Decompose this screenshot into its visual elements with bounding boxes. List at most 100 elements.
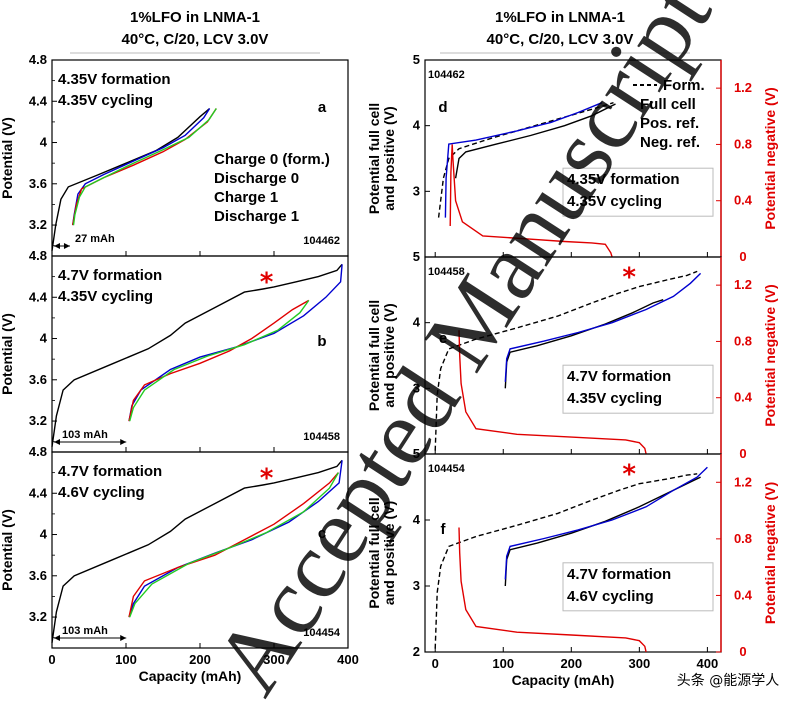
y2-tick-label: 1.2 xyxy=(734,474,752,489)
y-tick-label: 4 xyxy=(413,315,421,330)
panel-letter: f xyxy=(441,521,447,538)
y-tick-label: 4.8 xyxy=(29,248,47,263)
annotation-line2: 4.6V cycling xyxy=(567,588,654,605)
legend-entry: Discharge 1 xyxy=(214,208,299,225)
annotation-line2: 4.35V cycling xyxy=(567,390,662,407)
y-axis-label: Potential (V) xyxy=(0,313,15,395)
y-axis-label-line2: and positive (V) xyxy=(381,106,397,210)
annotation-line1: 4.7V formation xyxy=(58,463,162,480)
y-tick-label: 5 xyxy=(413,249,420,264)
series-line-discharge-1 xyxy=(72,108,217,226)
annotation-line1: 4.7V formation xyxy=(567,566,671,583)
cell-id: 104462 xyxy=(428,69,465,81)
series-line-discharge-1 xyxy=(129,299,310,422)
y-tick-label: 5 xyxy=(413,446,420,461)
y-tick-label: 4.8 xyxy=(29,52,47,67)
star-marker: * xyxy=(260,268,274,298)
right-title-line2: 40°C, C/20, LCV 3.0V xyxy=(487,31,634,48)
annotation-line1: 4.7V formation xyxy=(58,267,162,284)
y-tick-label: 3 xyxy=(413,183,420,198)
star-marker: * xyxy=(260,464,274,494)
cell-id: 104454 xyxy=(428,463,466,475)
offset-arrowhead-left xyxy=(54,635,60,641)
x-tick-label: 0 xyxy=(432,656,439,671)
annotation-line1: 4.7V formation xyxy=(567,368,671,385)
panels-layer: 3.2 3.6 4 4.4 4.8 Potential (V) a 104462 4.35V f… xyxy=(0,52,778,688)
y2-tick-label: 0 xyxy=(739,644,746,659)
y-tick-label: 2 xyxy=(413,644,420,659)
y2-tick-label: 0.8 xyxy=(734,136,752,151)
x-tick-label: 100 xyxy=(492,656,514,671)
y-axis-label-line2: and positive (V) xyxy=(381,303,397,407)
y2-tick-label: 0.8 xyxy=(734,531,752,546)
legend-entry: Pos. ref. xyxy=(640,115,699,132)
y2-tick-label: 0 xyxy=(739,249,746,264)
y-tick-label: 4.4 xyxy=(29,93,48,108)
y-axis-label: Potential (V) xyxy=(0,509,15,591)
cell-id: 104458 xyxy=(428,266,465,278)
offset-arrowhead-left xyxy=(54,439,60,445)
panel-letter: a xyxy=(318,99,327,116)
offset-label: 103 mAh xyxy=(62,429,108,441)
panel-e: 3 4 5 0 0.4 0.8 1.2 Potential negative (V) Poten… xyxy=(366,249,778,461)
panel-c: 3.2 3.6 4 4.4 4.8 Potential (V) 0 100 200 300 400 C… xyxy=(0,444,359,684)
y2-tick-label: 0 xyxy=(739,446,746,461)
annotation-line1: 4.35V formation xyxy=(58,71,171,88)
y-tick-label: 3.6 xyxy=(29,372,47,387)
series-line-charge-0-form- xyxy=(51,459,343,643)
y-tick-label: 4 xyxy=(40,331,48,346)
y-tick-label: 5 xyxy=(413,52,420,67)
x-tick-label: 100 xyxy=(115,652,137,667)
y-tick-label: 3.2 xyxy=(29,609,47,624)
x-tick-label: 0 xyxy=(48,652,55,667)
series-line-pos-ref- xyxy=(444,102,603,218)
series-line-neg-ref- xyxy=(458,330,647,455)
y-axis-label-line1: Potential full cell xyxy=(366,103,382,214)
y-tick-label: 4.4 xyxy=(29,485,48,500)
panel-letter: c xyxy=(318,525,326,542)
y2-tick-label: 0.8 xyxy=(734,333,752,348)
x-tick-label: 400 xyxy=(697,656,719,671)
x-tick-label: 200 xyxy=(560,656,582,671)
y-axis-label: Potential (V) xyxy=(0,117,15,199)
cell-id: 104454 xyxy=(303,627,341,639)
legend-entry: Discharge 0 xyxy=(214,170,299,187)
series-line-form- xyxy=(434,270,698,451)
offset-label: 27 mAh xyxy=(75,233,115,245)
offset-arrowhead-left xyxy=(54,243,60,249)
y-tick-label: 3 xyxy=(413,578,420,593)
right-title-line1: 1%LFO in LNMA-1 xyxy=(495,9,625,26)
annotation-line1: 4.35V formation xyxy=(567,171,680,188)
y-tick-label: 4 xyxy=(40,527,48,542)
series-line-charge-0-form- xyxy=(51,107,211,251)
y-tick-label: 3 xyxy=(413,380,420,395)
panel-letter: b xyxy=(317,333,326,350)
annotation-box xyxy=(562,167,714,217)
y2-tick-label: 1.2 xyxy=(734,277,752,292)
x-axis-label: Capacity (mAh) xyxy=(512,672,615,688)
y2-axis-label: Potential negative (V) xyxy=(762,87,778,229)
series-line-pos-ref- xyxy=(504,466,708,580)
y2-tick-label: 1.2 xyxy=(734,80,752,95)
y-tick-label: 4 xyxy=(413,118,421,133)
legend-entry: Form. xyxy=(663,77,705,94)
annotation-box xyxy=(562,364,714,414)
series-line-charge-0-form- xyxy=(51,263,343,447)
y-axis-label-line2: and positive (V) xyxy=(381,501,397,605)
legend-entry: Neg. ref. xyxy=(640,134,700,151)
y2-axis-label: Potential negative (V) xyxy=(762,482,778,624)
annotation-box xyxy=(562,562,714,612)
panel-a: 3.2 3.6 4 4.4 4.8 Potential (V) a 104462 4.35V f… xyxy=(0,52,349,257)
series-line-full-cell xyxy=(504,299,664,389)
x-axis-label: Capacity (mAh) xyxy=(139,668,242,684)
y2-tick-label: 0.4 xyxy=(734,390,753,405)
y-tick-label: 4.4 xyxy=(29,289,48,304)
annotation-line2: 4.35V cycling xyxy=(58,92,153,109)
cell-id: 104458 xyxy=(303,431,340,443)
series-line-form- xyxy=(434,473,698,649)
legend-entry: Charge 0 (form.) xyxy=(214,151,330,168)
y-axis-label-line1: Potential full cell xyxy=(366,300,382,411)
y-tick-label: 3.6 xyxy=(29,176,47,191)
panel-f-frame xyxy=(424,453,722,653)
